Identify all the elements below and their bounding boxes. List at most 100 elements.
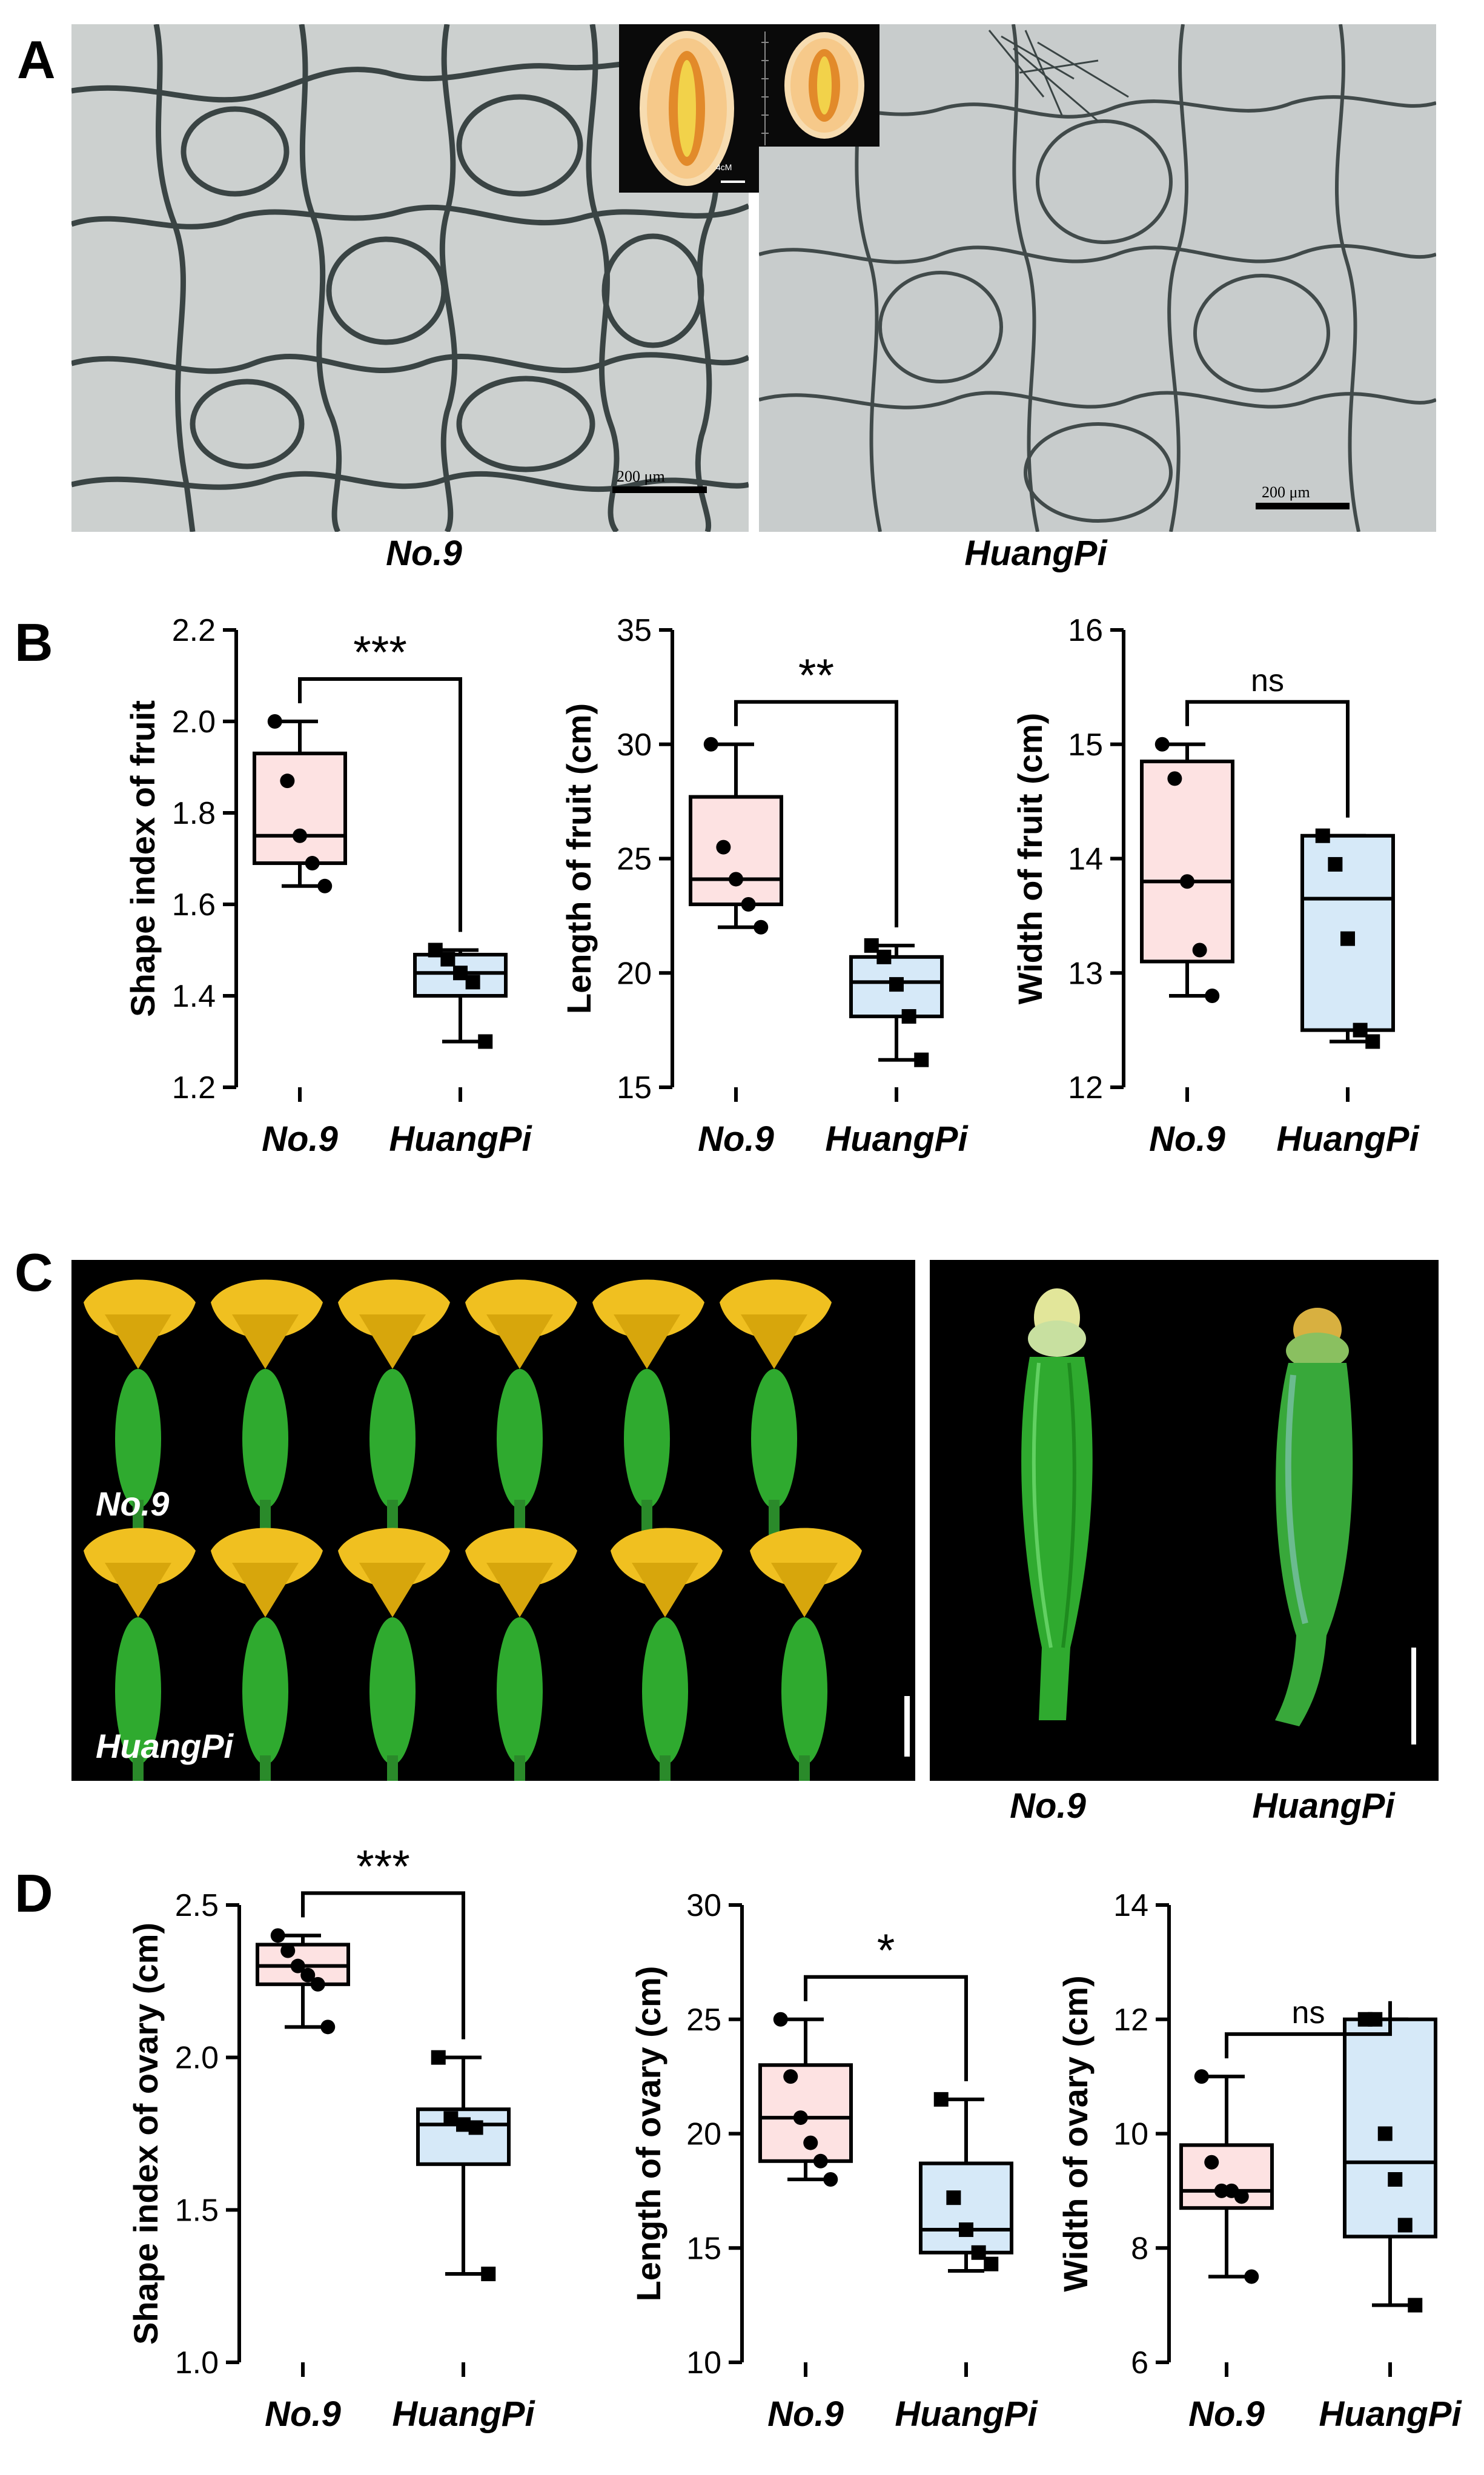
data-point: [864, 938, 879, 953]
flower-stalk: [387, 1755, 398, 1806]
fruit-section-huangpi-image: [761, 31, 864, 145]
data-point: [468, 2120, 483, 2135]
data-point: [1244, 2269, 1259, 2284]
flower-ovary: [781, 1617, 827, 1765]
significance-label: *: [877, 1925, 895, 1976]
y-tick-label: 1.8: [172, 796, 216, 831]
scale-bar-left: [612, 486, 707, 493]
significance-label: ***: [353, 627, 407, 678]
flower-corolla: [614, 1314, 680, 1369]
y-tick-label: 35: [617, 613, 652, 648]
box-HuangPi: [413, 953, 508, 998]
flower: [338, 1528, 450, 1806]
flower-photo-rows: No.9 HuangPi: [71, 1260, 915, 1806]
data-point: [293, 828, 307, 843]
significance-bracket: [734, 700, 898, 927]
panel-letter-b: B: [15, 612, 53, 672]
data-point: [1408, 2298, 1423, 2313]
data-point: [1368, 2012, 1383, 2027]
data-point: [716, 840, 731, 855]
flower-ovary: [369, 1369, 416, 1509]
data-point: [823, 2172, 838, 2187]
flower-corolla: [359, 1563, 426, 1617]
data-point: [1154, 737, 1170, 752]
data-point: [1315, 828, 1330, 843]
data-point: [813, 2153, 828, 2169]
scale-bar-label-left: 200 μm: [617, 468, 665, 485]
panel-letter-d: D: [15, 1863, 53, 1923]
y-tick-label: 15: [686, 2231, 721, 2266]
label-no9-panel-c: No.9: [1010, 1786, 1086, 1826]
y-tick-label: 12: [1113, 2003, 1148, 2038]
flower: [465, 1528, 577, 1806]
data-point: [933, 2092, 949, 2107]
y-tick-label: 6: [1131, 2345, 1148, 2381]
y-tick-label: 12: [1068, 1070, 1103, 1105]
x-tick-label: HuangPi: [1319, 2394, 1462, 2434]
label-huangpi-panel-c: HuangPi: [1252, 1786, 1395, 1826]
data-point: [1328, 856, 1343, 872]
data-point: [1353, 1022, 1368, 1038]
data-point: [876, 949, 892, 964]
inset-scale-text: 4cM: [716, 162, 732, 172]
y-axis-label: Shape index of ovary (cm): [127, 1923, 165, 2345]
data-point: [453, 966, 468, 981]
flower-corolla: [486, 1314, 553, 1369]
data-point: [317, 878, 333, 893]
flower-ovary: [115, 1369, 161, 1509]
y-tick-label: 20: [617, 956, 652, 991]
y-tick-label: 1.6: [172, 887, 216, 923]
data-point: [320, 2019, 336, 2035]
flower: [720, 1279, 832, 1548]
significance-bracket: [1225, 2001, 1392, 2059]
significance-label: ***: [356, 1847, 410, 1892]
flower-stalk: [260, 1755, 271, 1806]
y-tick-label: 10: [686, 2345, 721, 2381]
chart-length-fruit: 15 20 25 30 35 Length of fruit (cm) No.9 HuangP…: [560, 613, 969, 1159]
panel-letter-a: A: [17, 30, 56, 90]
data-point: [440, 952, 455, 967]
x-tick-label: No.9: [1149, 1119, 1225, 1159]
x-tick-label: No.9: [262, 1119, 338, 1159]
y-axis-label: Width of fruit (cm): [1011, 713, 1049, 1005]
flower-corolla: [632, 1563, 698, 1617]
data-point: [1204, 2155, 1219, 2170]
flower: [84, 1528, 196, 1806]
data-point: [793, 2110, 808, 2125]
flower-ovary: [624, 1369, 670, 1509]
flowers-image: [84, 1279, 862, 1806]
significance-bracket: [804, 1975, 968, 2081]
flower-corolla: [486, 1563, 553, 1617]
data-point: [1167, 771, 1182, 786]
data-point: [431, 2050, 446, 2065]
data-point: [1388, 2172, 1403, 2187]
data-point: [1397, 2218, 1413, 2233]
chart-length-ovary: 10 15 20 25 30 Length of ovary (cm) No.9 HuangP…: [629, 1888, 1038, 2434]
label-huangpi-panel-a: HuangPi: [964, 534, 1107, 573]
data-point: [1365, 1034, 1380, 1049]
ovary-photo: [930, 1260, 1439, 1781]
flower-ovary: [369, 1617, 416, 1765]
flower: [592, 1279, 704, 1548]
y-tick-label: 15: [1068, 727, 1103, 763]
data-point: [1194, 2069, 1209, 2084]
x-tick-label: No.9: [265, 2394, 341, 2434]
y-tick-label: 25: [617, 842, 652, 877]
data-point: [267, 714, 282, 729]
significance-label: ns: [1292, 1995, 1325, 2030]
data-point: [971, 2245, 986, 2260]
scale-bar-ovary: [1411, 1648, 1416, 1744]
data-point: [741, 897, 756, 912]
chart-width-ovary: 6 8 10 12 14 Width of ovary (cm) No.9 HuangPi ns: [1056, 1888, 1462, 2434]
y-axis-label: Width of ovary (cm): [1056, 1975, 1095, 2291]
x-tick-label: No.9: [698, 1119, 774, 1159]
y-tick-label: 16: [1068, 613, 1103, 648]
inset-scale-bar: [721, 181, 745, 183]
y-tick-label: 1.4: [172, 979, 216, 1014]
box-No.9: [1179, 2143, 1274, 2210]
ovary-image: [1021, 1288, 1416, 1744]
y-tick-label: 2.5: [175, 1888, 219, 1923]
data-point: [803, 2135, 818, 2150]
flower-corolla: [232, 1563, 299, 1617]
box-No.9: [253, 751, 347, 866]
